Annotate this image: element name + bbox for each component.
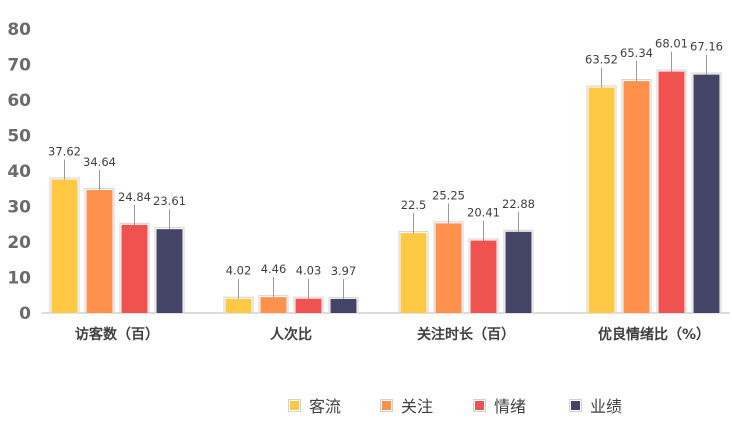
bar	[225, 298, 252, 313]
bar	[588, 87, 615, 313]
bar	[260, 297, 287, 313]
bar	[295, 298, 322, 313]
bar	[470, 240, 497, 313]
data-label: 3.97	[331, 264, 357, 278]
legend-label: 情绪	[494, 397, 526, 416]
legend-item: 业绩	[569, 397, 622, 416]
category-labels: 访客数（百） 人次比 关注时长（百） 优良情绪比（%）	[75, 326, 710, 343]
bar	[623, 81, 650, 313]
y-tick-label: 70	[7, 56, 31, 76]
y-tick-label: 40	[7, 162, 31, 182]
bar	[330, 298, 357, 313]
bar	[435, 223, 462, 313]
bar	[400, 233, 427, 313]
data-label: 22.88	[502, 197, 535, 211]
bar	[693, 74, 720, 313]
data-label: 4.02	[226, 264, 252, 278]
data-label: 23.61	[153, 194, 186, 208]
y-tick-label: 60	[7, 91, 31, 111]
y-tick-label: 30	[7, 198, 31, 218]
data-label: 37.62	[48, 144, 81, 158]
data-label: 67.16	[690, 40, 723, 54]
category-label: 关注时长（百）	[417, 326, 515, 343]
bar	[86, 190, 113, 313]
category-label: 优良情绪比（%）	[598, 326, 710, 343]
bar	[51, 179, 78, 313]
data-label: 20.41	[467, 206, 500, 220]
data-label: 4.03	[296, 264, 322, 278]
legend-label: 客流	[309, 397, 341, 416]
legend-label: 业绩	[590, 397, 622, 416]
y-axis: 0 10 20 30 40 50 60 70 80	[7, 20, 31, 324]
bar	[658, 71, 685, 313]
data-label: 4.46	[261, 262, 287, 276]
category-label: 访客数（百）	[75, 326, 159, 343]
y-tick-label: 0	[19, 304, 31, 324]
data-labels-group: 37.62 4.02 22.5 63.52 34.64 4.46 25.25 65.34 24.…	[48, 37, 723, 299]
bar	[505, 231, 532, 313]
legend-swatch	[571, 401, 580, 410]
bar	[121, 224, 148, 313]
legend-swatch	[382, 401, 391, 410]
legend-swatch	[290, 401, 299, 410]
data-label: 24.84	[118, 190, 151, 204]
data-label: 34.64	[83, 155, 116, 169]
data-label: 65.34	[620, 46, 653, 60]
y-tick-label: 10	[7, 269, 31, 289]
y-tick-label: 20	[7, 233, 31, 253]
data-label: 63.52	[585, 53, 618, 67]
y-tick-label: 50	[7, 127, 31, 147]
y-tick-label: 80	[7, 20, 31, 40]
data-label: 25.25	[432, 188, 465, 202]
category-label: 人次比	[270, 326, 312, 343]
legend-item: 情绪	[473, 397, 526, 416]
legend-item: 关注	[380, 397, 433, 416]
bars-group	[49, 69, 722, 314]
legend: 客流 关注 情绪 业绩	[288, 397, 622, 416]
bar	[156, 229, 183, 313]
legend-item: 客流	[288, 397, 341, 416]
legend-label: 关注	[401, 397, 433, 416]
legend-swatch	[475, 401, 484, 410]
data-label: 22.5	[401, 198, 427, 212]
data-label: 68.01	[655, 37, 688, 51]
